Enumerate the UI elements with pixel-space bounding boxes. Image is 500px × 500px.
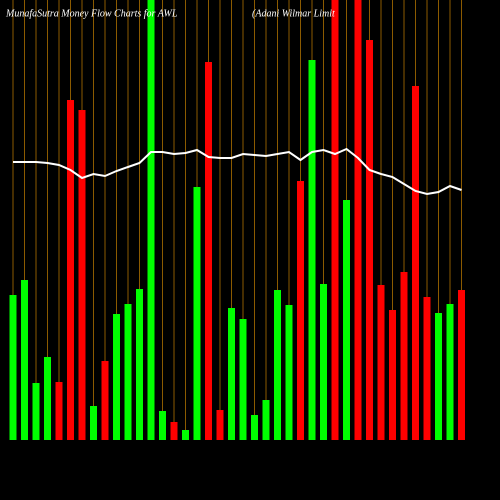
bar bbox=[285, 305, 293, 440]
bar bbox=[320, 284, 327, 440]
bar bbox=[113, 314, 120, 440]
bar bbox=[331, 0, 339, 440]
bar bbox=[251, 415, 258, 440]
bar bbox=[423, 297, 431, 440]
bar bbox=[67, 100, 74, 440]
bar bbox=[458, 290, 465, 440]
bar bbox=[274, 290, 281, 440]
bar bbox=[136, 289, 143, 440]
chart-subtitle: (Adani Wilmar Limit bbox=[252, 8, 335, 19]
bar bbox=[412, 86, 419, 440]
bar bbox=[32, 383, 40, 440]
bar bbox=[366, 40, 373, 440]
bar bbox=[446, 304, 454, 440]
chart-title: MunafaSutra Money Flow Charts for AWL bbox=[5, 8, 178, 19]
bar bbox=[147, 0, 155, 440]
bar bbox=[101, 361, 109, 440]
bar bbox=[44, 357, 51, 440]
bar bbox=[216, 410, 224, 440]
bar bbox=[400, 272, 408, 440]
bar bbox=[228, 308, 235, 440]
bar bbox=[377, 285, 385, 440]
bar bbox=[262, 400, 270, 440]
bar bbox=[21, 280, 28, 440]
bar bbox=[435, 313, 442, 440]
bar bbox=[239, 319, 247, 440]
bar bbox=[55, 382, 63, 440]
bar bbox=[308, 60, 316, 440]
bar bbox=[354, 0, 362, 440]
bar bbox=[297, 181, 304, 440]
bar bbox=[78, 110, 86, 440]
bar bbox=[90, 406, 97, 440]
bar bbox=[159, 411, 166, 440]
bar bbox=[193, 187, 201, 440]
bar bbox=[389, 310, 396, 440]
bar bbox=[205, 62, 212, 440]
bar bbox=[182, 430, 189, 440]
line bbox=[13, 147, 462, 196]
lines bbox=[13, 147, 462, 196]
bar bbox=[124, 304, 132, 440]
bars bbox=[9, 0, 465, 440]
bar bbox=[9, 295, 17, 440]
bar bbox=[343, 200, 350, 440]
bar bbox=[170, 422, 178, 440]
